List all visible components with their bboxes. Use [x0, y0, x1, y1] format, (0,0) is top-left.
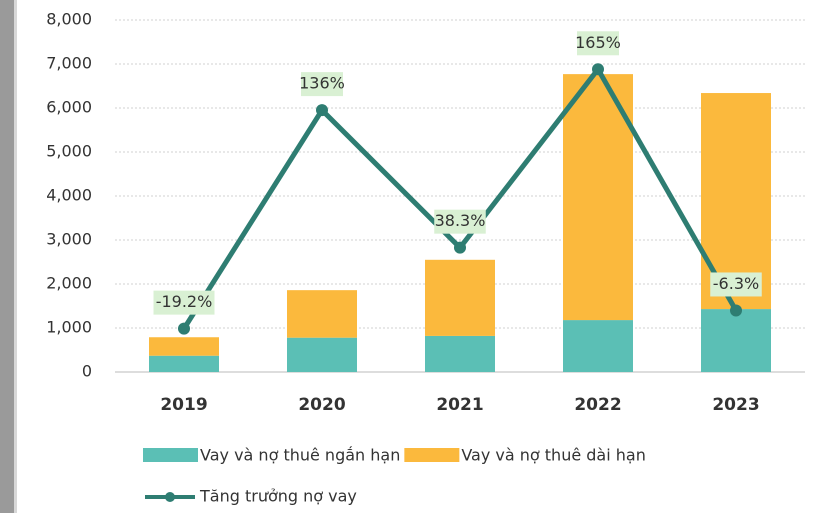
label-background — [301, 72, 343, 97]
y-tick-label: 7,000 — [46, 54, 92, 73]
x-tick-label: 2023 — [712, 395, 759, 415]
y-tick-label: 4,000 — [46, 186, 92, 205]
x-tick-label: 2020 — [298, 395, 345, 415]
x-tick-label: 2022 — [574, 395, 621, 415]
bar — [287, 337, 357, 372]
y-tick-label: 5,000 — [46, 142, 92, 161]
bar — [425, 335, 495, 372]
bar — [149, 355, 219, 372]
label-background — [577, 31, 619, 56]
y-tick-label: 6,000 — [46, 98, 92, 117]
data-label: 136% — [299, 74, 345, 93]
line-marker — [730, 304, 742, 317]
data-label: 38.3% — [435, 211, 486, 230]
legend-label: Vay và nợ thuê dài hạn — [461, 446, 646, 465]
left-border — [0, 0, 14, 513]
bar — [425, 259, 495, 336]
data-label: 165% — [575, 33, 621, 52]
y-tick-label: 2,000 — [46, 274, 92, 293]
legend-label: Tăng trưởng nợ vay — [199, 487, 357, 506]
data-label: -6.3% — [713, 274, 759, 293]
y-tick-label: 8,000 — [46, 10, 92, 29]
line-marker — [178, 322, 190, 335]
y-tick-label: 3,000 — [46, 230, 92, 249]
x-tick-label: 2021 — [436, 395, 483, 415]
y-tick-label: 0 — [82, 362, 92, 381]
bar — [149, 337, 219, 356]
bar — [701, 309, 771, 372]
line-marker — [316, 104, 328, 117]
label-background — [153, 290, 215, 315]
legend-marker — [165, 492, 175, 502]
bar — [563, 74, 633, 321]
x-tick-label: 2019 — [160, 395, 207, 415]
legend-swatch — [404, 448, 460, 462]
legend-label: Vay và nợ thuê ngắn hạn — [200, 446, 400, 465]
data-label: -19.2% — [156, 292, 213, 311]
left-border-shade — [14, 0, 17, 513]
label-background — [710, 272, 762, 297]
legend-swatch — [143, 448, 198, 462]
bar — [563, 320, 633, 372]
y-tick-label: 1,000 — [46, 318, 92, 337]
line-marker — [592, 63, 604, 76]
line-marker — [454, 241, 466, 254]
bar — [287, 290, 357, 338]
label-background — [434, 209, 486, 234]
